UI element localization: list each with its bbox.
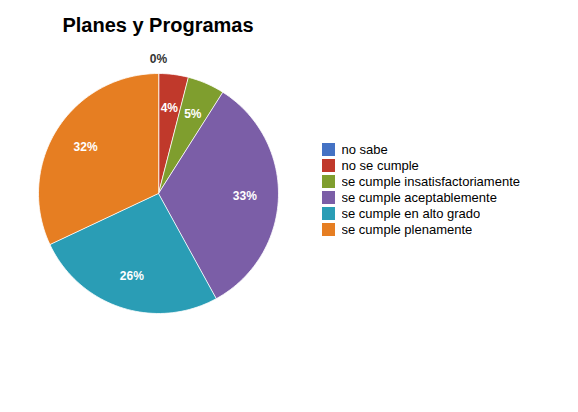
svg-text:26%: 26% bbox=[120, 269, 144, 283]
html-text:se cumple plenamente: se cumple plenamente bbox=[341, 221, 473, 237]
html-text:no sabe: no sabe bbox=[341, 141, 388, 157]
svg-text:4%: 4% bbox=[161, 101, 179, 115]
svg-text:5%: 5% bbox=[184, 107, 202, 121]
svg-text:0%: 0% bbox=[150, 52, 168, 66]
html-text:se cumple en alto grado: se cumple en alto grado bbox=[341, 205, 481, 221]
html-text:se cumple aceptablemente: se cumple aceptablemente bbox=[341, 189, 497, 205]
svg-text:32%: 32% bbox=[74, 140, 98, 154]
html-text:se cumple insatisfactoriamente: se cumple insatisfactoriamente bbox=[341, 173, 520, 189]
html-text:no se cumple: no se cumple bbox=[341, 157, 419, 173]
svg-text:33%: 33% bbox=[233, 189, 257, 203]
html-text:Planes y Programas: Planes y Programas bbox=[62, 14, 254, 36]
